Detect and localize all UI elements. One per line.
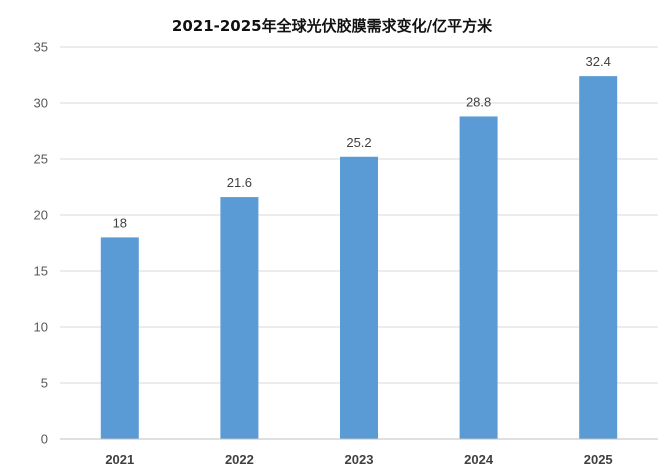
- bars: [100, 76, 618, 440]
- data-label: 28.8: [466, 94, 491, 109]
- chart-title: 2021-2025年全球光伏胶膜需求变化/亿平方米: [172, 17, 493, 35]
- x-tick-label: 2025: [584, 452, 613, 467]
- y-tick-label: 35: [34, 40, 48, 55]
- x-tick-label: 2022: [225, 452, 254, 467]
- bar-2025: [579, 76, 618, 440]
- bar-2021: [100, 237, 139, 439]
- y-tick-label: 25: [34, 152, 48, 167]
- x-tick-label: 2021: [105, 452, 134, 467]
- y-tick-label: 5: [41, 376, 48, 391]
- data-label: 21.6: [227, 175, 252, 190]
- bar-2022: [220, 197, 259, 439]
- x-tick-label: 2024: [464, 452, 494, 467]
- bar-2023: [340, 156, 378, 439]
- data-label: 25.2: [346, 135, 371, 150]
- y-tick-label: 30: [34, 96, 48, 111]
- y-tick-label: 0: [41, 432, 48, 447]
- bar-2024: [459, 116, 498, 439]
- data-label: 32.4: [586, 54, 611, 69]
- y-axis-ticks: 0 5 10 15 20 25 30 35: [34, 40, 48, 447]
- x-tick-label: 2023: [345, 452, 374, 467]
- data-labels: 18 21.6 25.2 28.8 32.4: [113, 54, 611, 230]
- data-label: 18: [113, 215, 127, 230]
- y-tick-label: 20: [34, 208, 48, 223]
- y-tick-label: 10: [34, 320, 48, 335]
- y-tick-label: 15: [34, 264, 48, 279]
- x-axis-ticks: 2021 2022 2023 2024 2025: [105, 452, 612, 467]
